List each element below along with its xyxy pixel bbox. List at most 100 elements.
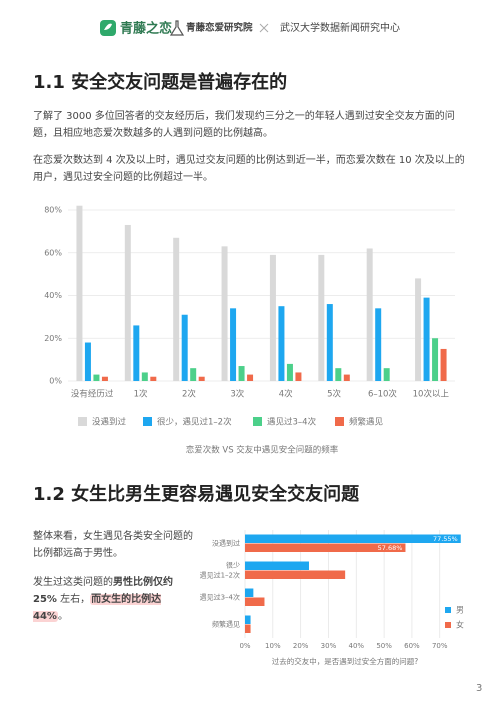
bar [101,376,108,381]
x-tick-label: 60% [404,642,420,650]
bar [440,348,447,381]
bar [181,314,188,381]
section-title: 1.1 安全交友问题是普遍存在的 [33,72,288,93]
x-tick-label: 2次 [182,389,196,400]
bar [221,246,228,381]
bar [84,342,91,381]
x-tick-label: 10次以上 [413,389,450,400]
bar [141,372,148,381]
legend-swatch [78,417,87,426]
bar [93,374,100,381]
bar [190,368,197,381]
bar [383,368,390,381]
bar [238,366,245,381]
y-tick-label: 80% [44,206,62,215]
legend-label: 频繁遇见 [349,417,384,428]
text-segment: 男性比例仅约 25% [33,577,173,605]
legend-label: 没遇到过 [92,417,127,428]
y-tick-label: 频繁遇见 [212,620,240,629]
bar [335,368,342,381]
x-tick-label: 50% [376,642,392,650]
bar [318,254,325,381]
x-tick-label: 30% [321,642,337,650]
bar [415,278,422,381]
bar [173,237,180,381]
paragraph: 了解了 3000 多位回答者的交友经历后，我们发现约三分之一的年轻人遇到过安全交… [33,111,455,139]
bar [423,297,430,381]
x-tick-label: 3次 [230,389,244,400]
brand-leaf [104,23,112,30]
paragraph: 在恋爱次数达到 4 次及以上时，遇见过交友问题的比例达到近一半，而恋爱次数在 1… [33,155,465,183]
cross [259,23,269,33]
bar [326,304,333,381]
bar [150,376,157,381]
x-tick-label: 70% [432,642,448,650]
y-tick-label: 40% [44,291,62,300]
bar [245,588,254,597]
y-tick-label: 遇见过3–4次 [200,593,240,602]
x-tick-label: 没有经历过 [71,389,114,400]
bar [230,308,237,381]
bar [245,543,406,552]
bar [133,325,140,381]
y-tick-label: 0% [49,377,62,386]
value-label: 57.68% [378,544,403,552]
x-tick-label: 6–10次 [368,389,397,400]
bar [286,363,293,381]
bar [247,374,254,381]
text-segment: 左右， [56,594,91,605]
text-segment: 发生过这类问题的 [33,577,113,588]
bar [245,597,265,606]
y-tick-label: 60% [44,248,62,257]
y-tick-label: 遇见过1–2次 [200,571,240,580]
bar [245,624,251,633]
bar [343,374,350,381]
bar [245,534,461,543]
value-label: 77.55% [433,535,458,543]
y-tick-label: 没遇到过 [212,539,240,548]
legend-swatch [335,417,344,426]
y-tick-label: 很少 [226,561,240,570]
legend-label: 遇见过3–4次 [267,417,317,428]
chart-caption: 恋爱次数 VS 交友中遇见安全问题的频率 [186,445,339,456]
brand-name: 青藤之恋 [120,21,172,37]
partner-name: 武汉大学数据新闻研究中心 [280,21,400,34]
x-tick-label: 4次 [279,389,293,400]
bar [245,615,251,624]
bar [432,338,439,381]
bar [198,376,205,381]
legend-swatch [445,607,451,613]
x-tick-label: 5次 [327,389,341,400]
bar [76,205,83,381]
bar [245,561,309,570]
institute-name: 青藤恋爱研究院 [186,22,253,34]
paragraph: 整体来看，女生遇见各类安全问题的比例都远高于男性。 [33,531,193,559]
section-title: 1.2 女生比男生更容易遇见安全交友问题 [33,484,360,505]
text-segment: 。 [57,611,68,622]
bar [269,254,276,381]
bar [295,372,302,381]
legend-label: 男 [456,606,464,615]
paragraph: 发生过这类问题的男性比例仅约 25% 左右，而女生的比例达 44%。 [33,574,193,625]
legend-swatch [445,622,451,628]
x-tick-label: 40% [349,642,365,650]
bar [366,248,373,381]
bar [245,570,346,579]
y-tick-label: 20% [44,334,62,343]
legend-swatch [143,417,152,426]
bar [375,308,382,381]
page-number: 3 [476,683,483,694]
bar [124,224,131,381]
x-tick-label: 1次 [134,389,148,400]
x-tick-label: 20% [293,642,309,650]
legend-label: 女 [456,620,464,630]
institute-logo [169,20,185,36]
legend-label: 很少，遇见过1–2次 [157,417,232,428]
x-tick-label: 0% [239,642,250,650]
x-axis-label: 过去的交友中，是否遇到过安全方面的问题? [272,656,418,666]
x-tick-label: 10% [265,642,281,650]
bar [278,306,285,381]
legend-swatch [253,417,262,426]
